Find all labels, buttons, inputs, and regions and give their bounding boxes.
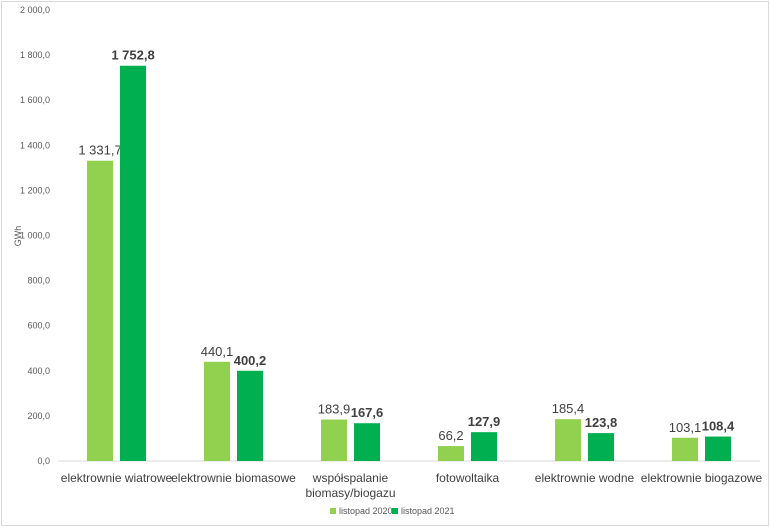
data-label-2021: 1 752,8 (111, 48, 154, 63)
category-label: elektrownie wodne (535, 471, 635, 485)
data-label-2020: 440,1 (201, 344, 234, 359)
bar-2020 (555, 419, 581, 461)
category-label-line: fotowoltaika (436, 471, 500, 485)
data-label-2021: 123,8 (585, 415, 618, 430)
y-tick-label: 1 800,0 (20, 50, 50, 60)
y-tick-label: 1 400,0 (20, 140, 50, 150)
data-label-2020: 1 331,7 (78, 143, 121, 158)
data-label-2021: 127,9 (468, 414, 501, 429)
data-label-2020: 185,4 (552, 401, 585, 416)
y-axis-title: GWh (13, 226, 23, 247)
data-label-2021: 400,2 (234, 353, 267, 368)
data-label-2021: 108,4 (702, 419, 735, 434)
y-tick-label: 1 600,0 (20, 95, 50, 105)
y-tick-label: 400,0 (27, 366, 50, 376)
category-label: fotowoltaika (436, 471, 500, 485)
bar-2021 (705, 436, 731, 461)
data-label-2020: 103,1 (669, 420, 702, 435)
bar-2020 (672, 437, 698, 461)
data-label-2020: 66,2 (438, 428, 463, 443)
category-label: elektrownie biogazowe (641, 471, 763, 485)
bar-2021 (588, 433, 614, 461)
bar-2020 (204, 361, 230, 461)
bar-2020 (87, 160, 113, 461)
bar-2021 (237, 370, 263, 461)
category-label-line: elektrownie biomasowe (171, 471, 296, 485)
y-tick-label: 0,0 (37, 456, 50, 466)
bar-2021 (471, 432, 497, 461)
y-tick-label: 800,0 (27, 276, 50, 286)
category-label-line: współspalanie (312, 471, 389, 485)
data-label-2020: 183,9 (318, 402, 351, 417)
category-label-line: elektrownie wiatrowe (61, 471, 173, 485)
legend-swatch (330, 508, 336, 514)
y-tick-label: 600,0 (27, 321, 50, 331)
legend-label: listopad 2021 (401, 506, 455, 516)
category-label-line: elektrownie biogazowe (641, 471, 763, 485)
category-label: elektrownie wiatrowe (61, 471, 173, 485)
y-tick-label: 1 200,0 (20, 185, 50, 195)
legend-swatch (392, 508, 398, 514)
y-tick-label: 1 000,0 (20, 231, 50, 241)
category-label-line: elektrownie wodne (535, 471, 635, 485)
bar-2020 (321, 419, 347, 461)
category-label-line: biomasy/biogazu (305, 486, 395, 500)
bar-2021 (120, 65, 146, 462)
category-label: współspalanie biomasy/biogazu (305, 471, 395, 500)
data-label-2021: 167,6 (351, 405, 384, 420)
bar-2021 (354, 423, 380, 461)
legend-label: listopad 2020 (339, 506, 393, 516)
bar-2020 (438, 446, 464, 461)
category-label: elektrownie biomasowe (171, 471, 296, 485)
y-tick-label: 2 000,0 (20, 5, 50, 15)
y-tick-label: 200,0 (27, 411, 50, 421)
